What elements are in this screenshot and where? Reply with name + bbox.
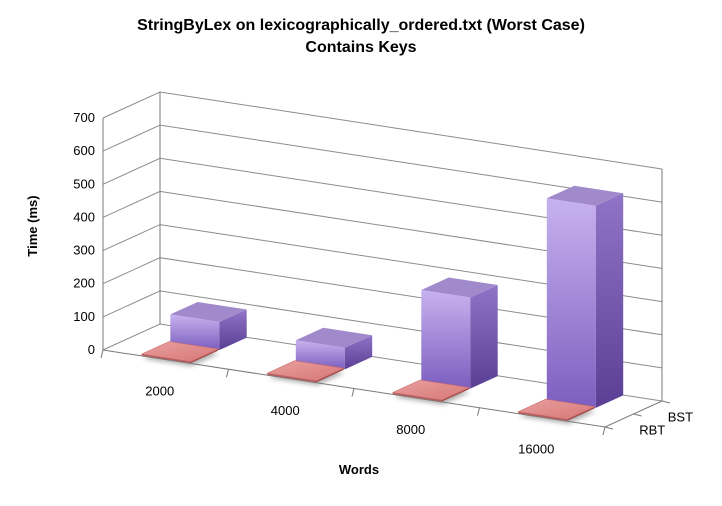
- depth-tick-mark: [604, 426, 614, 430]
- bar-front: [170, 314, 220, 351]
- y-tick-label: 200: [73, 276, 95, 291]
- y-tick-label: 300: [73, 243, 95, 258]
- x-tick-mark: [226, 369, 229, 378]
- series-bst: [170, 185, 624, 408]
- y-tick-label: 700: [73, 110, 95, 125]
- depth-label-bst: BST: [668, 410, 693, 425]
- bar-front: [518, 411, 568, 421]
- chart-frame: [100, 92, 671, 436]
- bar-bst-16000: [546, 185, 624, 408]
- bar-top: [170, 302, 247, 322]
- bar-top: [140, 341, 220, 362]
- bar-top: [517, 398, 596, 420]
- gridline-700: [102, 91, 663, 170]
- chart-subtitle: Contains Keys: [305, 39, 416, 56]
- bar-side: [595, 193, 624, 408]
- bar-top: [421, 277, 498, 298]
- bar-rbt-2000: [140, 341, 220, 367]
- bar-bst-4000: [295, 327, 373, 370]
- x-tick-label: 4000: [271, 403, 300, 418]
- x-tick-mark: [351, 388, 355, 397]
- bar-bst-8000: [421, 277, 498, 389]
- bar-top: [295, 327, 373, 348]
- y-tick-labels: 0 100 200 300 400 500 600 700: [73, 110, 95, 357]
- x-tick-label: 8000: [396, 422, 425, 437]
- x-tick-mark: [602, 426, 606, 436]
- x-tick-mark: [477, 407, 480, 416]
- y-tick-label: 400: [73, 209, 95, 224]
- bar-top: [266, 360, 345, 382]
- x-tick-labels: 2000 4000 8000 16000: [145, 384, 554, 457]
- bar-front: [546, 198, 596, 408]
- bar-rbt-16000: [517, 398, 596, 424]
- bar-side: [441, 387, 470, 402]
- depth-tick-mark: [633, 413, 642, 417]
- bar-side: [219, 309, 247, 351]
- bar-side: [344, 335, 373, 370]
- bar-front: [141, 354, 191, 364]
- bar-top: [391, 379, 471, 401]
- y-tick-label: 0: [88, 342, 95, 357]
- bar-front: [421, 290, 471, 389]
- depth-tick-mark: [661, 400, 671, 404]
- bar-rbt-8000: [391, 379, 471, 405]
- y-tick-label: 100: [73, 309, 95, 324]
- bar-front: [267, 373, 317, 383]
- y-tick-label: 500: [73, 176, 95, 191]
- bar-top: [546, 185, 624, 206]
- x-axis-title: Words: [339, 462, 379, 477]
- x-tick-label: 16000: [518, 441, 554, 456]
- y-tick-label: 600: [73, 143, 95, 158]
- bar-front: [392, 392, 442, 402]
- x-tick-mark: [100, 349, 104, 359]
- depth-label-rbt: RBT: [639, 423, 665, 438]
- bar-side: [190, 349, 219, 364]
- bar-bst-2000: [170, 302, 247, 351]
- series-rbt: [140, 341, 596, 424]
- y-axis-title: Time (ms): [25, 195, 40, 256]
- bar-front: [295, 340, 345, 370]
- bar-rbt-4000: [266, 360, 345, 386]
- bar-side: [567, 406, 595, 421]
- x-tick-label: 2000: [145, 384, 174, 399]
- bar-side: [470, 285, 498, 389]
- bar-side: [316, 368, 344, 383]
- chart-title: StringByLex on lexicographically_ordered…: [137, 17, 585, 34]
